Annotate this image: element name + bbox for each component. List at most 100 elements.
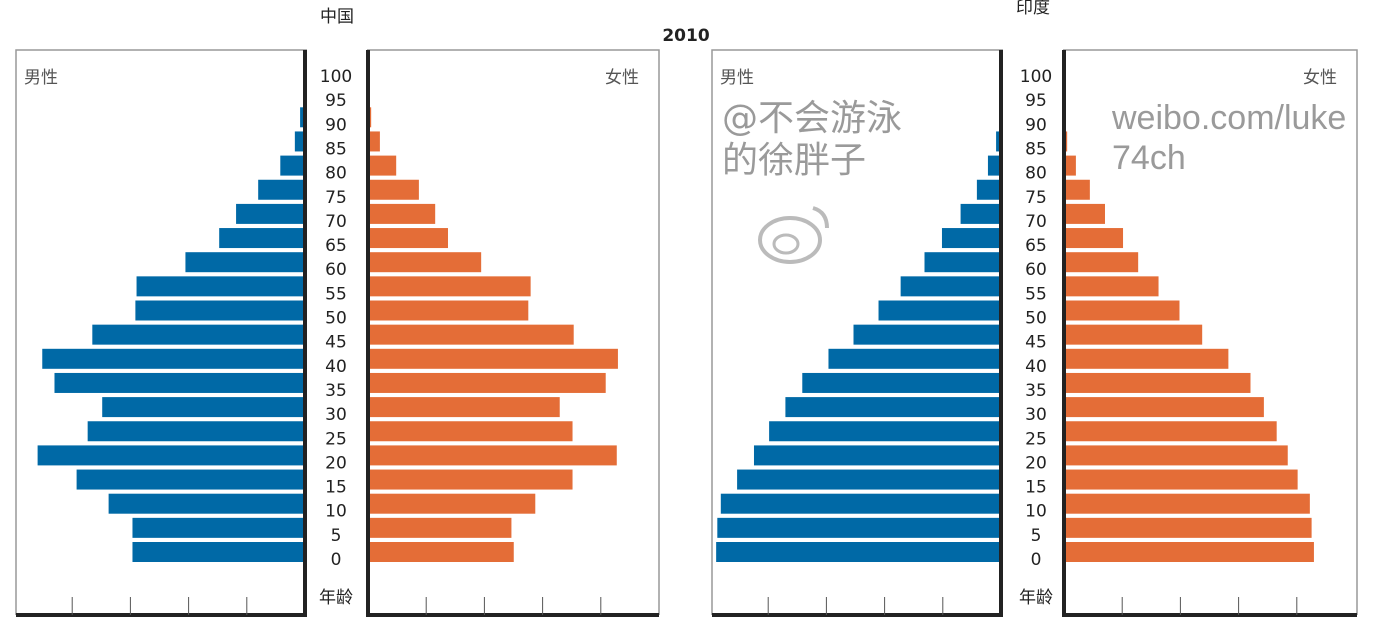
female-bar-age-25	[370, 421, 573, 442]
female-frame	[1063, 49, 1358, 615]
age-tick-label: 95	[325, 91, 347, 111]
female-bar-age-65	[370, 228, 448, 249]
male-bar-age-0	[716, 542, 999, 562]
age-tick-label: 10	[325, 502, 347, 522]
female-bar-age-60	[370, 252, 482, 273]
male-bar-age-35	[54, 372, 304, 393]
male-bar-age-25	[769, 421, 999, 442]
age-tick-label: 20	[1025, 453, 1047, 473]
chart-title: 2010	[662, 26, 709, 46]
age-tick-label: 25	[325, 429, 347, 449]
age-tick-label: 30	[325, 405, 347, 425]
female-bar-age-0	[1066, 542, 1314, 562]
male-bar-age-80	[280, 155, 303, 176]
age-tick-label: 50	[1025, 309, 1047, 329]
male-bar-age-20	[37, 445, 303, 466]
male-bar-age-5	[132, 517, 303, 538]
female-bar-age-80	[1066, 155, 1076, 176]
male-bar-age-35	[802, 372, 999, 393]
age-tick-label: 75	[325, 188, 347, 208]
male-bar-age-10	[108, 493, 303, 514]
female-bar-age-50	[1066, 300, 1180, 321]
male-bar-age-75	[976, 179, 999, 200]
age-tick-label: 70	[325, 212, 347, 232]
male-bar-age-5	[717, 517, 999, 538]
age-tick-label: 5	[331, 526, 342, 546]
male-bar-age-70	[236, 203, 303, 224]
age-tick-label: 20	[325, 453, 347, 473]
female-bar-age-55	[1066, 276, 1159, 297]
female-bar-age-60	[1066, 252, 1139, 273]
male-bar-age-45	[92, 324, 303, 345]
female-bar-age-15	[1066, 469, 1298, 490]
age-tick-label: 100	[320, 67, 352, 87]
female-bar-age-55	[370, 276, 531, 297]
male-bar-age-60	[185, 252, 303, 273]
age-tick-label: 85	[1025, 139, 1047, 159]
female-bar-age-40	[370, 348, 618, 369]
panel-title: 印度	[1016, 0, 1050, 18]
age-tick-label: 40	[325, 357, 347, 377]
male-bar-age-90	[300, 107, 303, 128]
male-bar-age-15	[737, 469, 999, 490]
male-bar-age-25	[87, 421, 303, 442]
age-tick-label: 35	[325, 381, 347, 401]
female-bar-age-45	[370, 324, 574, 345]
female-bar-age-85	[370, 131, 380, 152]
male-bar-age-40	[42, 348, 303, 369]
age-axis-label: 年龄	[319, 588, 353, 608]
female-bar-age-30	[370, 397, 560, 418]
age-tick-label: 90	[1025, 115, 1047, 135]
female-bar-age-5	[370, 517, 512, 538]
female-bar-age-45	[1066, 324, 1203, 345]
female-frame	[367, 49, 660, 615]
female-bar-age-25	[1066, 421, 1277, 442]
age-tick-label: 65	[325, 236, 347, 256]
male-bar-age-10	[720, 493, 999, 514]
female-bar-age-70	[1066, 203, 1105, 224]
male-frame	[15, 49, 307, 615]
age-tick-label: 45	[325, 333, 347, 353]
male-bar-age-30	[102, 397, 304, 418]
panel-title: 中国	[320, 7, 354, 27]
age-tick-label: 25	[1025, 429, 1047, 449]
female-bar-age-65	[1066, 228, 1124, 249]
age-tick-label: 60	[1025, 260, 1047, 280]
age-tick-label: 0	[331, 550, 342, 570]
age-tick-label: 90	[325, 115, 347, 135]
male-bar-age-65	[941, 228, 999, 249]
female-bar-age-20	[370, 445, 617, 466]
male-bar-age-50	[878, 300, 999, 321]
female-bar-age-10	[370, 493, 536, 514]
male-bar-age-50	[135, 300, 303, 321]
male-label: 男性	[24, 68, 58, 88]
male-bar-age-65	[219, 228, 303, 249]
age-tick-label: 85	[325, 139, 347, 159]
age-tick-label: 45	[1025, 333, 1047, 353]
female-bar-age-35	[370, 372, 606, 393]
female-bar-age-75	[370, 179, 419, 200]
female-bar-age-85	[1066, 131, 1068, 152]
female-bar-age-50	[370, 300, 529, 321]
female-bar-age-5	[1066, 517, 1312, 538]
age-tick-label: 70	[1025, 212, 1047, 232]
age-tick-label: 5	[1031, 526, 1042, 546]
age-tick-label: 0	[1031, 550, 1042, 570]
age-tick-label: 30	[1025, 405, 1047, 425]
age-tick-label: 50	[325, 309, 347, 329]
male-bar-age-60	[924, 252, 999, 273]
age-tick-label: 15	[325, 478, 347, 498]
male-bar-age-55	[900, 276, 999, 297]
male-label: 男性	[720, 68, 754, 88]
male-bar-age-20	[753, 445, 999, 466]
male-bar-age-80	[987, 155, 999, 176]
female-bar-age-40	[1066, 348, 1229, 369]
female-bar-age-30	[1066, 397, 1264, 418]
male-bar-age-15	[76, 469, 304, 490]
female-label: 女性	[605, 68, 639, 88]
age-tick-label: 10	[1025, 502, 1047, 522]
male-bar-age-40	[828, 348, 999, 369]
age-tick-label: 55	[325, 284, 347, 304]
